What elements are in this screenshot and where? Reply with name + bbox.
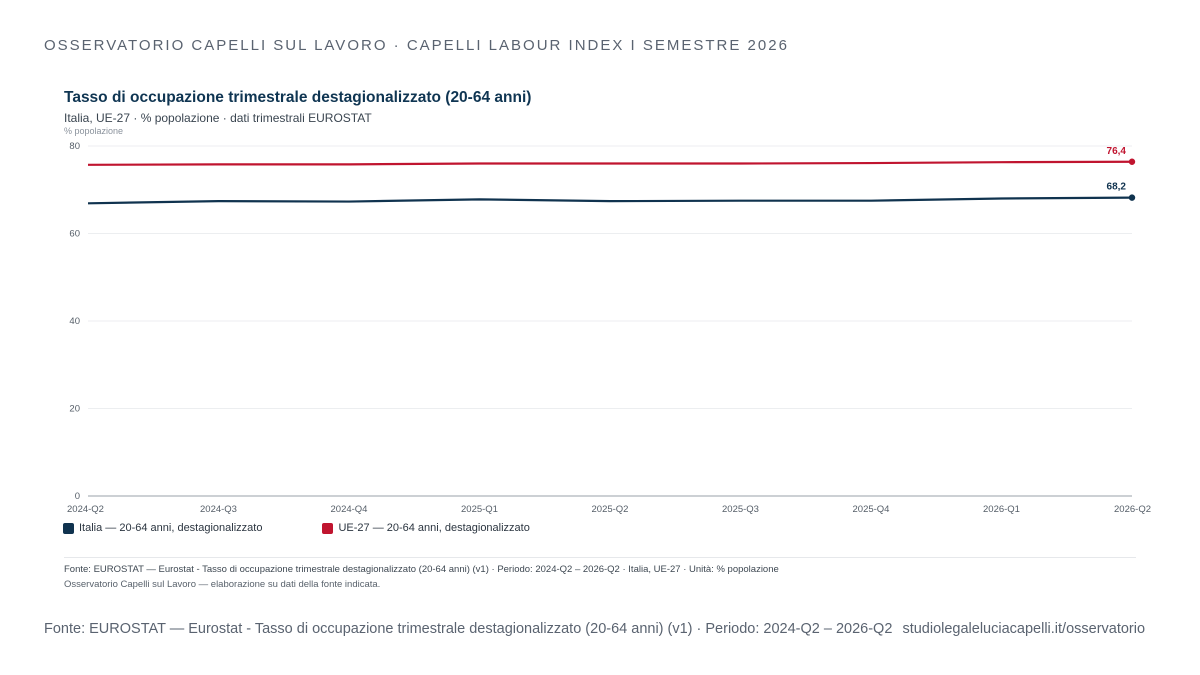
divider [64, 557, 1136, 558]
x-tick-label-2024-Q3: 2024-Q3 [200, 504, 237, 515]
chart-subtitle: Italia, UE-27 · % popolazione · dati tri… [64, 111, 372, 125]
footer-source: Fonte: EUROSTAT — Eurostat - Tasso di oc… [44, 621, 893, 637]
page-header: OSSERVATORIO CAPELLI SUL LAVORO · CAPELL… [44, 37, 789, 54]
source-note: Fonte: EUROSTAT — Eurostat - Tasso di oc… [64, 564, 779, 575]
x-tick-label-2024-Q2: 2024-Q2 [67, 504, 104, 515]
legend-item-italia[interactable]: Italia — 20-64 anni, destagionalizzato [63, 522, 262, 534]
legend-swatch-ue27 [322, 522, 334, 534]
chart-title: Tasso di occupazione trimestrale destagi… [64, 89, 532, 106]
legend: Italia — 20-64 anni, destagionalizzato U… [63, 522, 530, 534]
x-tick-label-2026-Q2: 2026-Q2 [1114, 504, 1151, 515]
x-tick-label-2025-Q3: 2025-Q3 [722, 504, 759, 515]
page-footer: Fonte: EUROSTAT — Eurostat - Tasso di oc… [44, 621, 1145, 637]
y-axis-label: % popolazione [64, 126, 124, 136]
series-line-0 [87, 196, 1133, 205]
y-tick-label-80: 80 [69, 141, 80, 152]
series-end-point-1 [1128, 158, 1136, 165]
attribution-note: Osservatorio Capelli sul Lavoro — elabor… [64, 579, 381, 590]
x-tick-label-2025-Q4: 2025-Q4 [853, 504, 890, 515]
legend-item-ue27[interactable]: UE-27 — 20-64 anni, destagionalizzato [322, 522, 530, 534]
end-value-label-1: 76,4 [1107, 146, 1127, 157]
x-tick-label-2025-Q2: 2025-Q2 [592, 504, 629, 515]
y-tick-label-60: 60 [69, 229, 80, 240]
legend-swatch-italia [63, 522, 74, 534]
series-line-1 [87, 160, 1133, 166]
x-tick-label-2024-Q4: 2024-Q4 [331, 504, 368, 515]
footer-url-link[interactable]: studiolegaleluciacapelli.it/osservatorio [902, 621, 1146, 637]
legend-label-italia: Italia — 20-64 anni, destagionalizzato [79, 522, 263, 534]
series-end-point-0 [1128, 194, 1136, 201]
y-tick-label-40: 40 [69, 316, 80, 327]
y-tick-label-0: 0 [75, 491, 80, 502]
x-tick-label-2026-Q1: 2026-Q1 [983, 504, 1020, 515]
end-value-label-0: 68,2 [1107, 182, 1127, 193]
legend-label-ue27: UE-27 — 20-64 anni, destagionalizzato [338, 522, 530, 534]
x-tick-label-2025-Q1: 2025-Q1 [461, 504, 498, 515]
y-tick-label-20: 20 [69, 404, 80, 415]
